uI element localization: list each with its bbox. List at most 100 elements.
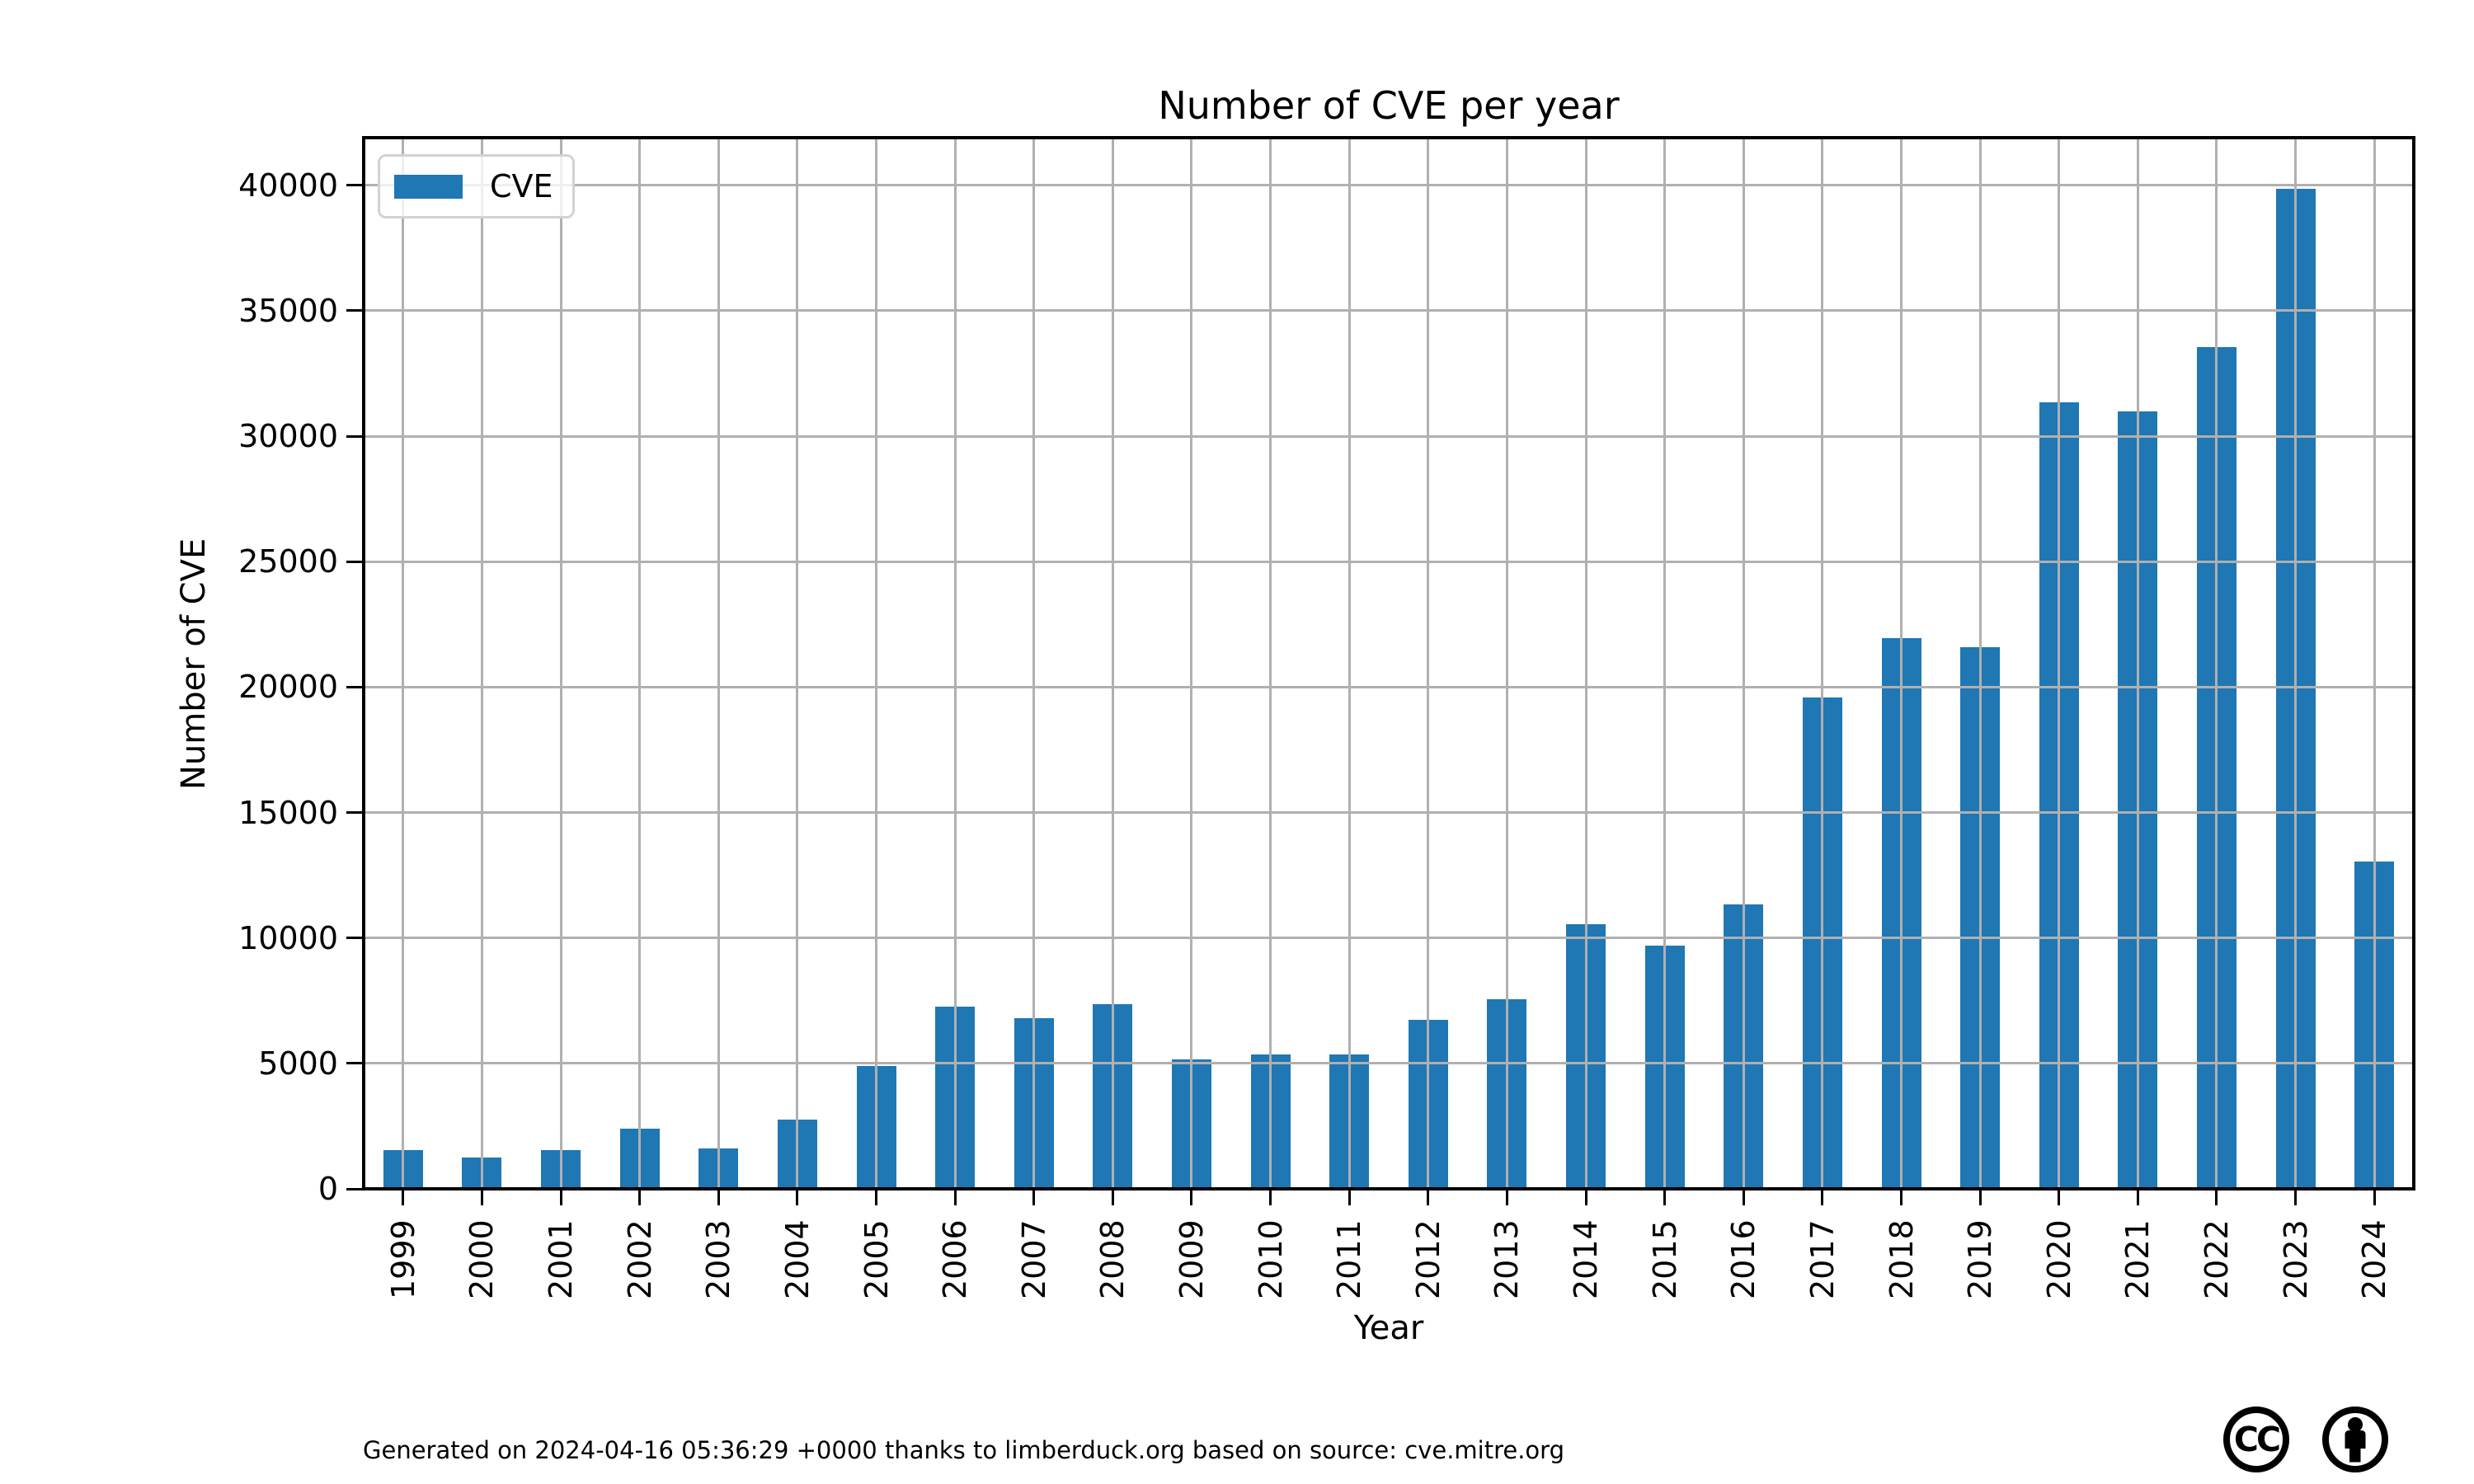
y-tick-label-5000: 5000 [258, 1045, 338, 1082]
x-tick-mark-2010 [1269, 1190, 1272, 1205]
chart-title: Number of CVE per year [1158, 83, 1620, 128]
x-tick-mark-2018 [1900, 1190, 1903, 1205]
bar-2017 [1802, 697, 1842, 1189]
bar-2015 [1644, 945, 1685, 1189]
x-tick-label-2020: 2020 [2040, 1219, 2077, 1299]
attribution-circle [2322, 1407, 2388, 1472]
bar-2024 [2354, 861, 2395, 1189]
x-tick-mark-2012 [1427, 1190, 1430, 1205]
x-tick-mark-2000 [480, 1190, 483, 1205]
bar-2018 [1881, 638, 1921, 1189]
x-tick-label-2021: 2021 [2119, 1219, 2157, 1299]
bar-2023 [2275, 189, 2316, 1189]
bar-1999 [383, 1149, 423, 1189]
y-tick-label-30000: 30000 [238, 418, 338, 455]
x-tick-mark-2013 [1505, 1190, 1508, 1205]
bar-2020 [2039, 402, 2079, 1189]
cc-letters: CC [2234, 1420, 2279, 1459]
y-tick-label-35000: 35000 [238, 292, 338, 329]
x-tick-mark-2002 [638, 1190, 642, 1205]
x-tick-mark-2005 [875, 1190, 877, 1205]
x-tick-mark-2020 [2058, 1190, 2061, 1205]
person-head [2348, 1417, 2363, 1432]
bar-2009 [1171, 1059, 1211, 1189]
bar-2007 [1014, 1018, 1054, 1189]
x-tick-label-2004: 2004 [778, 1219, 816, 1299]
x-tick-label-2009: 2009 [1173, 1219, 1210, 1299]
x-tick-label-2008: 2008 [1094, 1219, 1131, 1299]
x-tick-label-2012: 2012 [1409, 1219, 1446, 1299]
bars-layer [364, 138, 2414, 1189]
bar-2021 [2118, 411, 2158, 1189]
x-tick-mark-2006 [953, 1190, 957, 1205]
y-tick-mark-25000 [346, 560, 364, 563]
creative-commons-icon: CC [2223, 1407, 2289, 1472]
x-tick-mark-2016 [1742, 1190, 1745, 1205]
x-tick-label-1999: 1999 [384, 1219, 421, 1299]
x-tick-mark-2023 [2294, 1190, 2298, 1205]
x-tick-mark-2004 [796, 1190, 799, 1205]
x-tick-mark-2009 [1190, 1190, 1193, 1205]
x-tick-label-2016: 2016 [1725, 1219, 1762, 1299]
y-tick-mark-30000 [346, 434, 364, 438]
cc-circle [2223, 1407, 2289, 1472]
x-tick-label-2002: 2002 [621, 1219, 658, 1299]
y-tick-label-20000: 20000 [238, 669, 338, 706]
bar-2006 [935, 1007, 976, 1189]
attribution-person-icon [2322, 1407, 2388, 1472]
y-tick-mark-5000 [346, 1062, 364, 1065]
x-tick-label-2013: 2013 [1489, 1219, 1526, 1299]
bar-2014 [1566, 923, 1606, 1189]
x-tick-label-2000: 2000 [463, 1219, 501, 1299]
x-tick-mark-2019 [1978, 1190, 1982, 1205]
x-tick-mark-2021 [2136, 1190, 2139, 1205]
bar-2013 [1487, 999, 1527, 1189]
x-tick-label-2006: 2006 [937, 1219, 974, 1299]
bar-2001 [541, 1149, 581, 1189]
y-tick-label-10000: 10000 [238, 919, 338, 956]
bar-2016 [1724, 904, 1764, 1189]
y-tick-label-0: 0 [317, 1171, 338, 1207]
y-tick-mark-40000 [346, 184, 364, 187]
x-tick-label-2001: 2001 [543, 1219, 580, 1299]
x-tick-label-2003: 2003 [700, 1219, 737, 1299]
x-tick-label-2023: 2023 [2277, 1219, 2314, 1299]
x-tick-label-2022: 2022 [2198, 1219, 2235, 1299]
x-tick-mark-2024 [2373, 1190, 2376, 1205]
x-tick-label-2015: 2015 [1646, 1219, 1683, 1299]
footer-attribution-text: Generated on 2024-04-16 05:36:29 +0000 t… [363, 1436, 1564, 1464]
bar-2003 [698, 1148, 739, 1189]
person-body [2345, 1430, 2366, 1463]
x-tick-mark-2022 [2215, 1190, 2218, 1205]
x-tick-mark-2001 [559, 1190, 562, 1205]
x-tick-label-2017: 2017 [1804, 1219, 1841, 1299]
bar-2011 [1329, 1054, 1370, 1189]
x-tick-label-2018: 2018 [1883, 1219, 1920, 1299]
y-tick-label-40000: 40000 [238, 167, 338, 204]
x-tick-label-2011: 2011 [1331, 1219, 1368, 1299]
x-tick-mark-2011 [1348, 1190, 1351, 1205]
x-tick-mark-1999 [402, 1190, 405, 1205]
bar-2012 [1408, 1019, 1448, 1189]
x-tick-label-2005: 2005 [858, 1219, 895, 1299]
y-tick-label-25000: 25000 [238, 543, 338, 580]
y-tick-mark-20000 [346, 685, 364, 688]
x-axis-label: Year [1353, 1309, 1424, 1347]
bar-2022 [2196, 347, 2236, 1189]
x-tick-mark-2008 [1111, 1190, 1114, 1205]
x-tick-mark-2014 [1584, 1190, 1587, 1205]
x-tick-label-2014: 2014 [1568, 1219, 1605, 1299]
bar-2008 [1093, 1004, 1133, 1189]
x-tick-mark-2003 [717, 1190, 720, 1205]
bar-2010 [1250, 1054, 1291, 1189]
bar-2005 [856, 1065, 896, 1189]
bar-2019 [1960, 646, 2001, 1189]
y-axis-label: Number of CVE [175, 538, 213, 790]
x-tick-label-2024: 2024 [2356, 1219, 2393, 1299]
y-tick-mark-10000 [346, 937, 364, 940]
y-tick-mark-0 [346, 1187, 364, 1190]
y-tick-mark-15000 [346, 811, 364, 815]
y-tick-mark-35000 [346, 309, 364, 312]
x-tick-label-2007: 2007 [1015, 1219, 1052, 1299]
